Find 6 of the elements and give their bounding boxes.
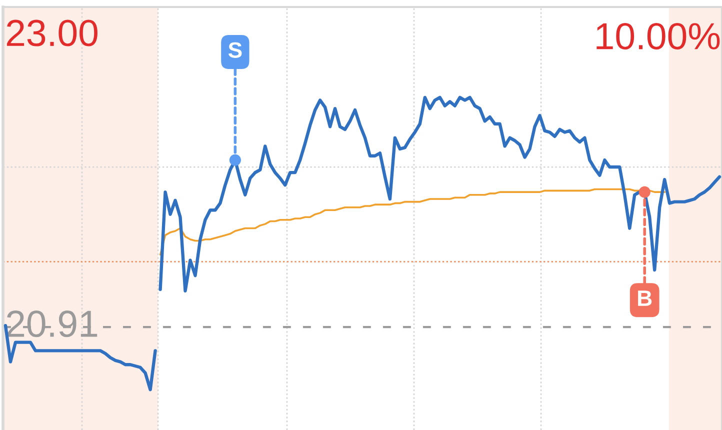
text: S — [228, 42, 242, 58]
text: B — [638, 290, 652, 306]
y-tick-label: 23.00 — [6, 20, 98, 46]
y-tick-label: 20.91 — [6, 310, 98, 338]
annotation: 10.00% — [596, 22, 720, 50]
line-series — [158, 96, 722, 292]
